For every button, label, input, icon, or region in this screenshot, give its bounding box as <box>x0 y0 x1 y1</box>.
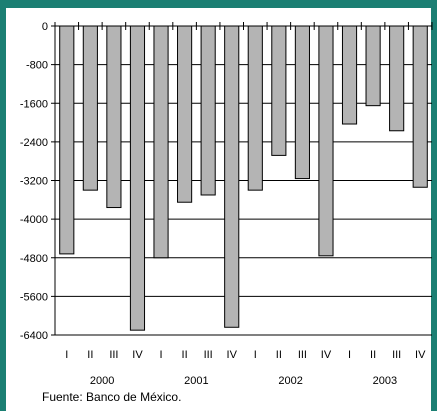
bar <box>129 25 146 331</box>
bar <box>365 25 381 107</box>
x-tick-label: II <box>276 349 282 361</box>
x-tick-label: III <box>109 349 118 361</box>
year-label: 2002 <box>278 375 302 387</box>
bar <box>271 25 287 156</box>
y-tick-label: -2400 <box>20 137 48 149</box>
x-tick-label: III <box>298 349 307 361</box>
y-tick-label: -6400 <box>20 330 48 342</box>
y-tick-label: -5600 <box>20 291 48 303</box>
y-tick-label: -1600 <box>20 98 48 110</box>
x-tick-label: I <box>160 349 163 361</box>
x-tick-label: IV <box>321 349 332 361</box>
x-tick-label: II <box>87 349 93 361</box>
bar <box>318 25 334 257</box>
x-tick-label: I <box>254 349 257 361</box>
bar <box>294 25 310 180</box>
x-tick-label: IV <box>132 349 143 361</box>
bar <box>106 25 122 209</box>
bar <box>412 25 428 188</box>
year-label: 2003 <box>373 375 397 387</box>
y-tick-label: -4800 <box>20 253 48 265</box>
x-tick-label: I <box>65 349 68 361</box>
x-tick-label: IV <box>415 349 426 361</box>
bar <box>200 25 216 196</box>
x-tick-label: II <box>370 349 376 361</box>
source-note: Fuente: Banco de México. <box>42 390 182 404</box>
bar <box>247 25 263 191</box>
bar <box>153 25 169 259</box>
y-tick-label: -4000 <box>20 214 48 226</box>
year-label: 2001 <box>184 375 208 387</box>
x-tick-label: II <box>182 349 188 361</box>
x-tick-label: III <box>204 349 213 361</box>
bar <box>59 25 75 255</box>
y-tick-label: -3200 <box>20 176 48 188</box>
bar <box>82 25 98 191</box>
bar <box>341 25 358 125</box>
x-tick-label: I <box>348 349 351 361</box>
y-tick-label: 0 <box>42 21 48 33</box>
bar <box>177 25 193 203</box>
x-tick-label: III <box>392 349 401 361</box>
bar <box>389 25 405 132</box>
year-label: 2000 <box>90 375 114 387</box>
bar <box>224 25 240 328</box>
x-tick-label: IV <box>227 349 238 361</box>
y-tick-label: -800 <box>26 60 48 72</box>
